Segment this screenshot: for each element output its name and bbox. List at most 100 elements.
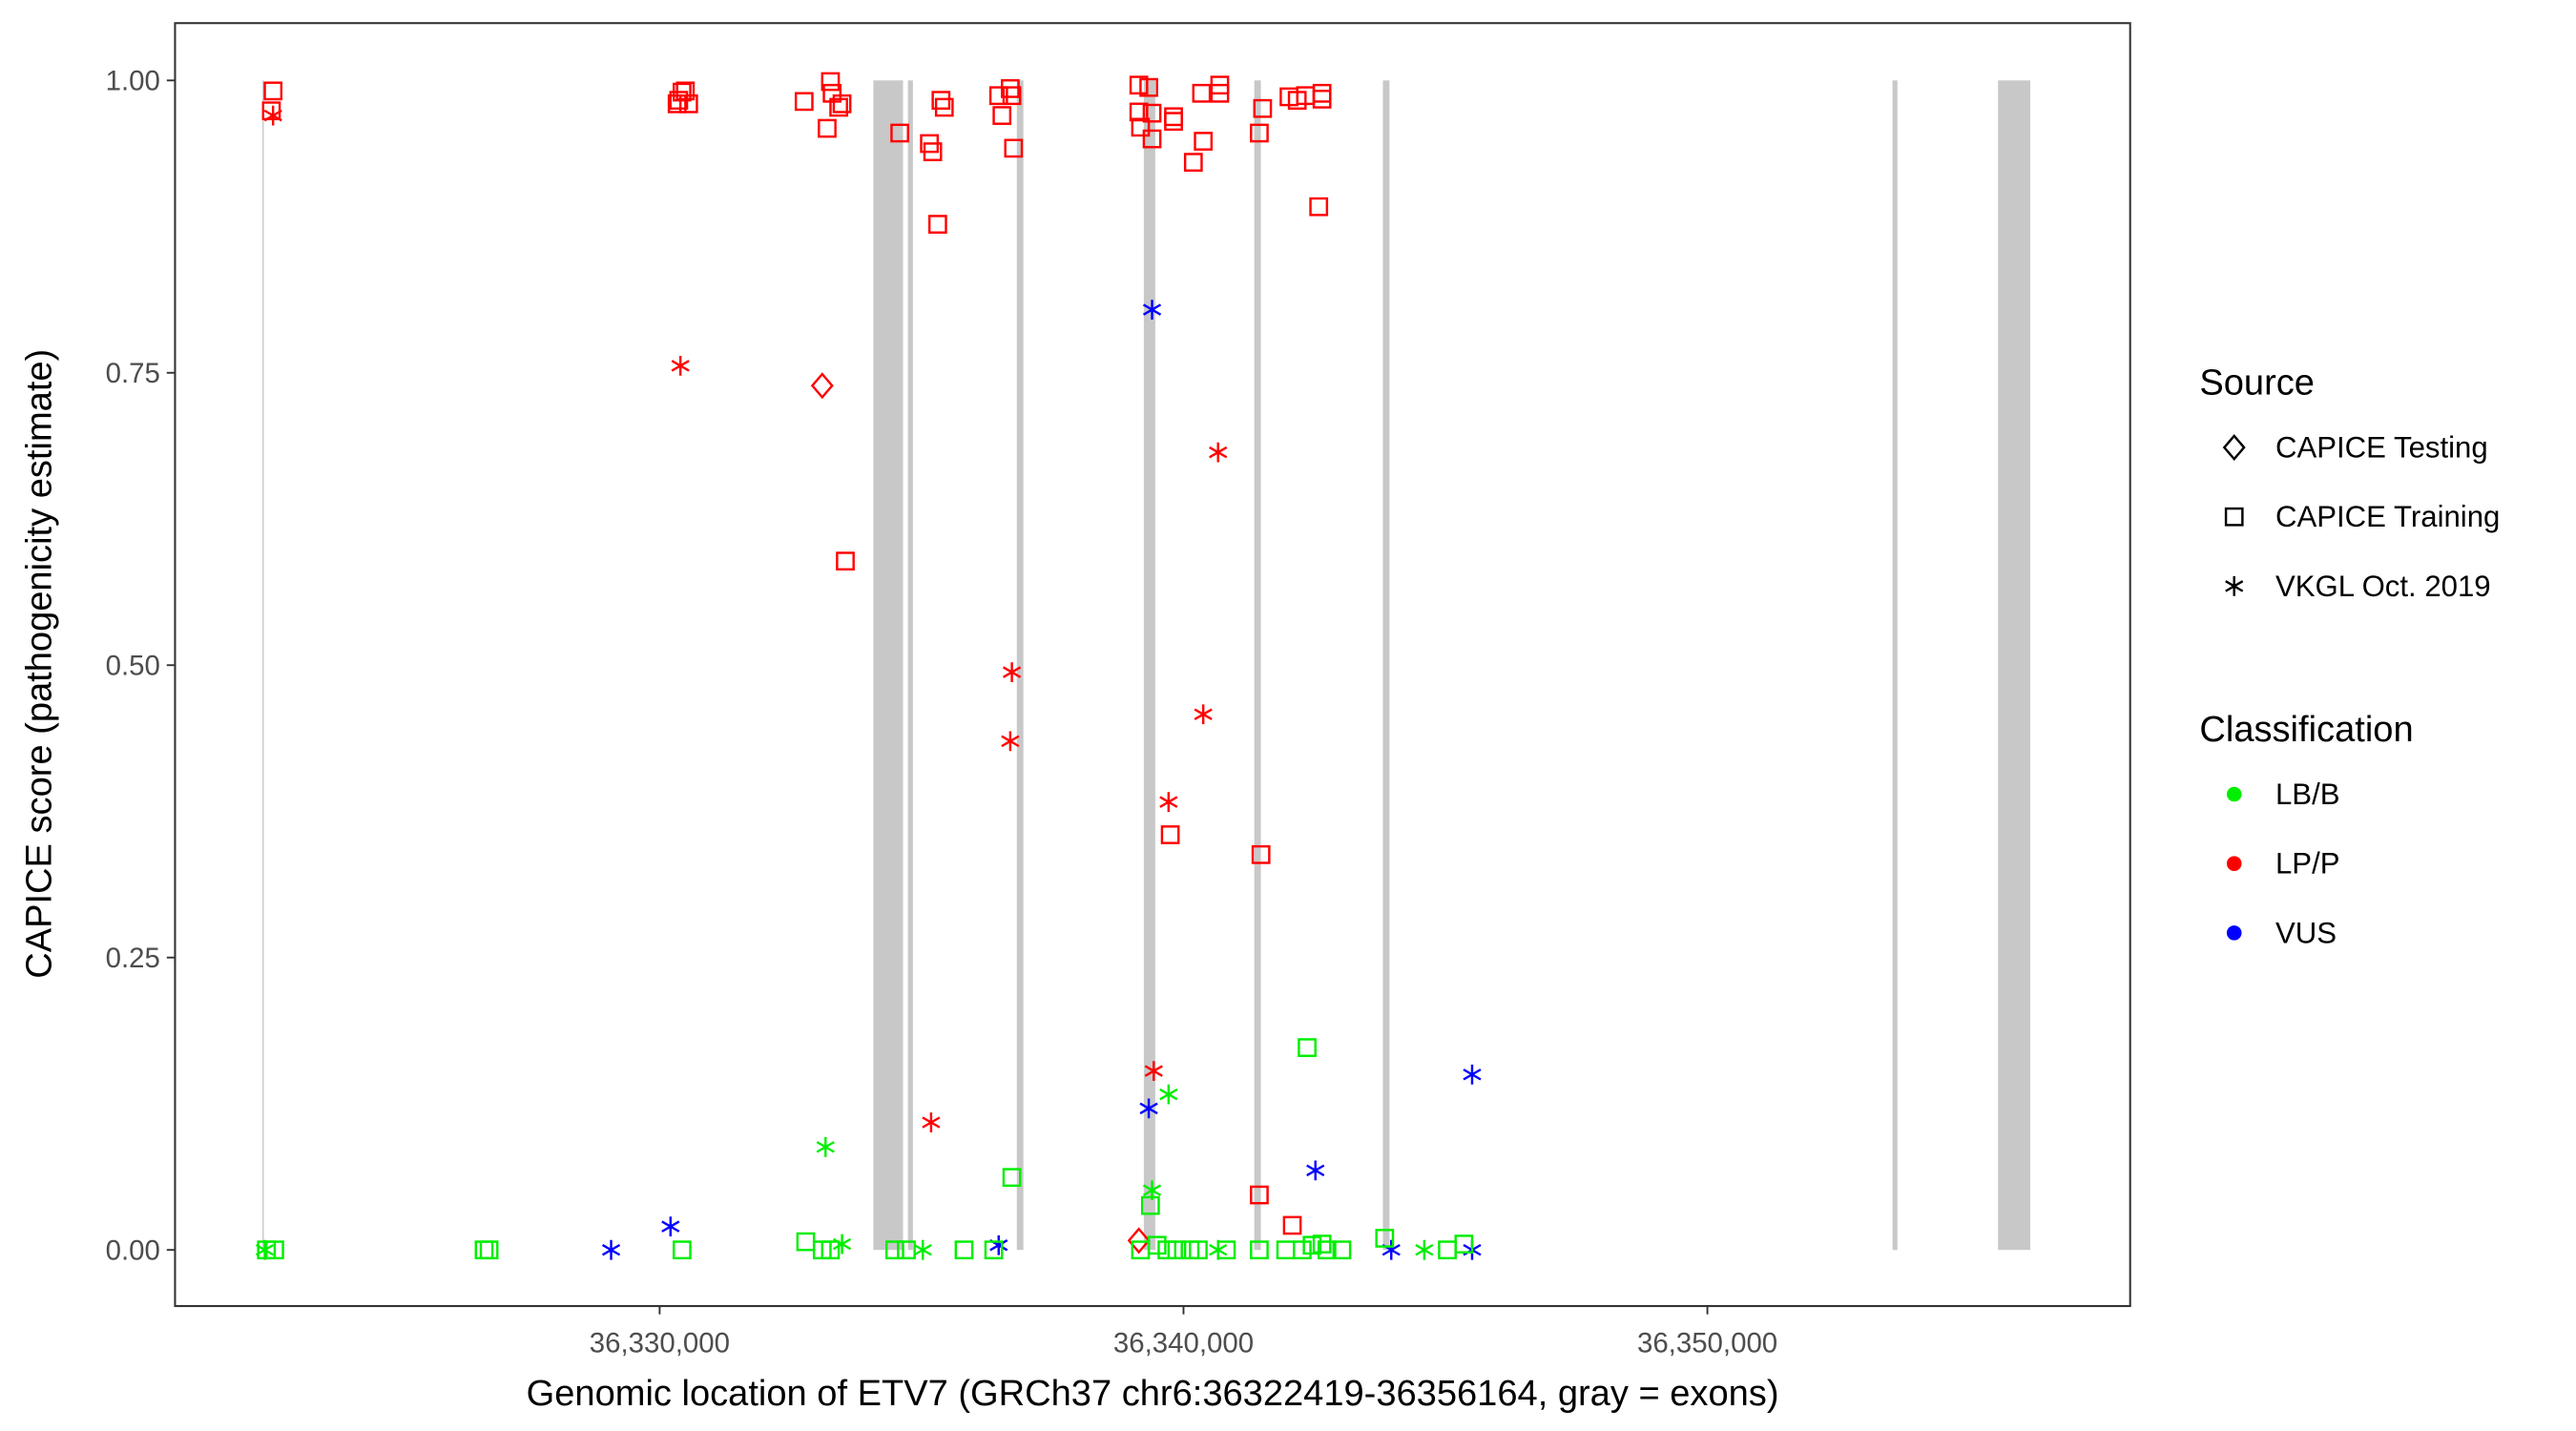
data-point [934,97,954,117]
data-point [1250,1240,1269,1260]
data-point [890,123,909,143]
legend-label: LB/B [2275,778,2340,811]
data-point [1250,123,1269,143]
data-point [671,356,690,376]
data-point [1167,1240,1187,1260]
data-point [1282,1215,1302,1235]
data-point [1160,825,1180,844]
data-point [1312,83,1332,103]
legend-label: CAPICE Testing [2275,430,2488,464]
legend-title-classification: Classification [2199,710,2413,750]
exon-band [1382,80,1390,1251]
data-point [1189,1240,1208,1260]
data-point [1415,1239,1434,1260]
y-tick-label: 0.50 [106,651,160,682]
data-point [832,1234,852,1255]
data-point [1140,1195,1160,1215]
data-point [913,1239,932,1260]
data-point [1251,844,1271,864]
diamond-legend-key [2222,434,2246,462]
data-point [667,93,687,114]
data-point [836,551,855,571]
data-point [263,81,283,101]
data-point [1209,1239,1228,1260]
data-point [1210,83,1230,103]
data-point [821,72,841,92]
data-point [1164,112,1183,132]
data-point [1002,1168,1022,1188]
data-point [832,93,852,114]
legend-label: VKGL Oct. 2019 [2275,570,2491,603]
x-tick-label: 36,340,000 [1113,1327,1254,1358]
data-point [1332,1240,1352,1260]
data-point [1463,1064,1482,1085]
dot-legend-key [2226,856,2242,871]
data-point [1250,1185,1269,1205]
data-point [1004,138,1024,158]
exon-band [1892,80,1898,1251]
data-point [1276,1240,1296,1260]
data-point [1306,1160,1325,1181]
x-tick-label: 36,330,000 [590,1327,730,1358]
data-point [1192,83,1212,103]
legend-label: LP/P [2275,847,2340,881]
data-point [1129,102,1149,122]
data-point [1164,107,1183,127]
data-point [1159,792,1178,813]
exon-band [1254,80,1261,1251]
data-point [1002,86,1022,106]
data-point [1139,1098,1158,1119]
data-point [1127,1227,1151,1255]
data-point [1375,1229,1395,1248]
data-point [1183,153,1203,172]
data-point [1293,1240,1312,1260]
data-point [474,1240,494,1260]
data-point [1312,90,1332,109]
data-point [1002,662,1022,682]
legend-label: VUS [2275,916,2337,949]
exon-band [1016,80,1024,1251]
data-point [1216,1240,1236,1260]
data-point [816,1136,835,1157]
data-point [678,93,698,114]
data-point [1309,197,1329,217]
y-axis-title: CAPICE score (pathogenicity estimate) [20,349,60,979]
data-point [988,86,1008,106]
data-point [829,97,848,117]
data-point [1253,98,1273,118]
data-point [263,105,282,126]
data-point [818,118,837,138]
data-point [922,1112,941,1132]
y-tick-label: 1.00 [106,66,160,97]
legend-title-source: Source [2199,363,2315,404]
data-point [1157,1240,1176,1260]
y-tick-label: 0.00 [106,1235,160,1267]
data-point [1209,442,1228,463]
data-point [1194,132,1214,151]
data-point [1131,117,1151,137]
data-point [1317,1240,1337,1260]
data-point [479,1240,499,1260]
exon-band [1998,80,2031,1251]
x-axis: 36,330,000 36,340,000 36,350,000 [590,1306,1777,1358]
data-point [1001,79,1020,98]
y-axis: 0.00 0.25 0.50 0.75 1.00 [106,66,176,1267]
data-point [1142,103,1162,123]
dot-legend-key [2226,925,2242,941]
exon-bands [262,80,2031,1251]
data-point [1147,1235,1167,1255]
exon-band [907,80,913,1251]
exon-band [1143,80,1155,1251]
data-point [1144,1061,1163,1082]
data-points [255,72,1482,1260]
exon-band [262,80,264,1251]
data-point [1139,77,1158,97]
data-point [1298,1038,1317,1057]
data-point [1312,1234,1332,1254]
data-point [984,1240,1004,1260]
data-point [673,82,692,102]
legend-label: CAPICE Training [2275,500,2500,533]
data-point [954,1240,974,1260]
x-axis-title: Genomic location of ETV7 (GRCh37 chr6:36… [527,1374,1779,1414]
